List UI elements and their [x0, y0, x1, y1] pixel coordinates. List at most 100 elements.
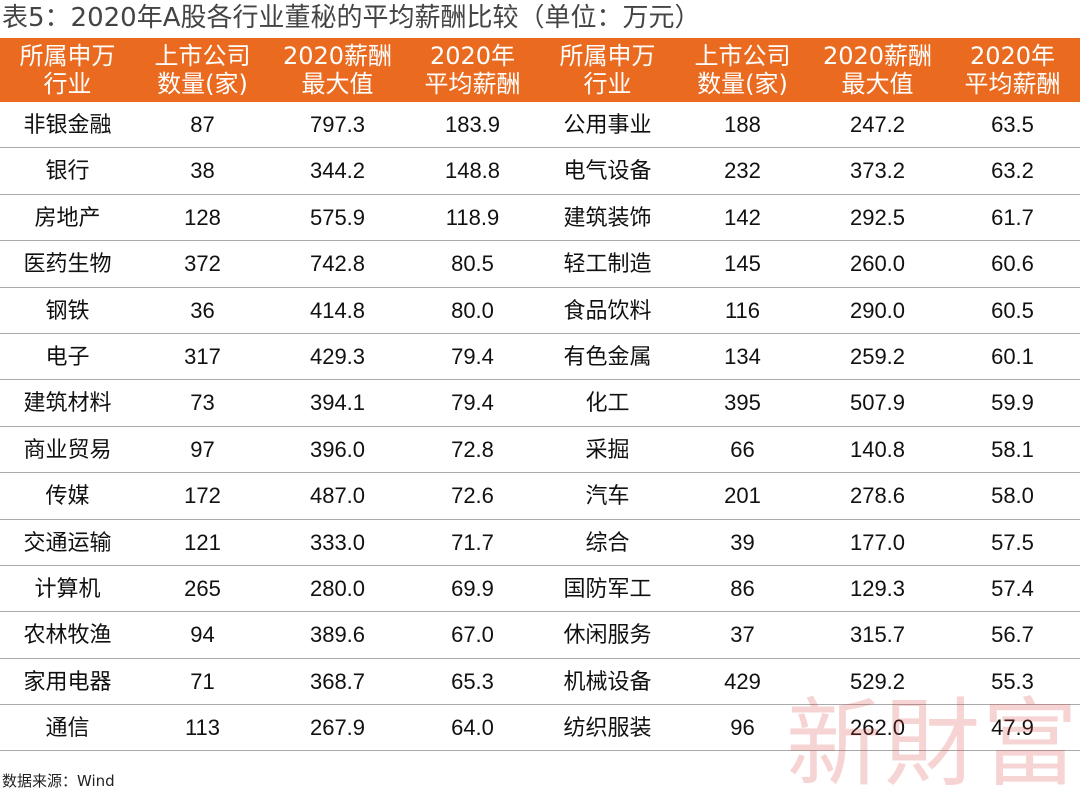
- table-cell: 37: [730, 622, 755, 648]
- table-cell: 公用事业: [563, 112, 652, 137]
- watermark: 新財富: [786, 688, 1080, 800]
- table-cell: 97: [190, 436, 215, 462]
- table-row: 通信 113 267.9 64.0 纺织服装 96 262.0 47.9: [0, 705, 1080, 752]
- table-cell: 化工: [585, 390, 630, 416]
- table-cell: 汽车: [585, 483, 630, 509]
- header-line: 平均薪酬: [964, 70, 1061, 98]
- header-line: 最大值: [301, 70, 374, 98]
- header-cell: 上市公司 数量(家): [135, 38, 270, 102]
- table-cell: 429.3: [309, 343, 366, 369]
- header-cell: 上市公司 数量(家): [675, 38, 810, 102]
- table-cell: 建筑材料: [23, 390, 112, 416]
- table-cell: 333.0: [309, 529, 366, 555]
- table-cell: 65.3: [451, 668, 494, 694]
- header-line: 行业: [43, 70, 92, 98]
- table-cell: 389.6: [309, 622, 366, 648]
- table-cell: 414.8: [309, 297, 366, 323]
- table-cell: 87: [190, 112, 215, 137]
- table-cell: 507.9: [849, 390, 906, 416]
- table-cell: 69.9: [451, 575, 494, 601]
- header-cell: 所属申万 行业: [0, 38, 135, 102]
- table-cell: 113: [184, 715, 221, 741]
- table-cell: 172: [184, 483, 221, 509]
- table-cell: 国防军工: [563, 575, 652, 601]
- source-note: 数据来源：Wind: [2, 772, 115, 790]
- table-cell: 采掘: [585, 436, 630, 462]
- header-line: 上市公司: [154, 42, 251, 70]
- table-cell: 232: [724, 158, 761, 184]
- table-cell: 交通运输: [23, 529, 112, 555]
- table-cell: 房地产: [34, 204, 101, 230]
- table-cell: 262.0: [849, 715, 906, 741]
- table-row: 交通运输 121 333.0 71.7 综合 39 177.0 57.5: [0, 520, 1080, 566]
- table-row: 钢铁 36 414.8 80.0 食品饮料 116 290.0 60.5: [0, 288, 1080, 334]
- table-cell: 电子: [45, 343, 90, 369]
- header-cell: 2020年 平均薪酬: [405, 38, 540, 102]
- table-cell: 71: [190, 668, 215, 694]
- table-cell: 55.3: [991, 668, 1034, 694]
- table-cell: 86: [730, 575, 755, 601]
- table-cell: 60.1: [991, 343, 1034, 369]
- table-cell: 142: [724, 204, 761, 230]
- table-cell: 63.5: [991, 112, 1034, 137]
- table-row: 农林牧渔 94 389.6 67.0 休闲服务 37 315.7 56.7: [0, 612, 1080, 659]
- table-cell: 372: [184, 251, 221, 277]
- table-cell: 47.9: [991, 715, 1034, 741]
- table-cell: 72.6: [451, 483, 494, 509]
- table-cell: 58.1: [991, 436, 1034, 462]
- table-cell: 265: [184, 575, 221, 601]
- table: 所属申万 行业 上市公司 数量(家) 2020薪酬 最大值 2020年 平均薪酬 所属申万 行业上…: [0, 38, 1080, 752]
- header-line: 2020年: [429, 42, 516, 70]
- table-cell: 396.0: [309, 436, 366, 462]
- table-cell: 家用电器: [23, 668, 112, 694]
- table-cell: 267.9: [309, 715, 366, 741]
- table-cell: 63.2: [991, 158, 1034, 184]
- table-cell: 259.2: [849, 343, 906, 369]
- table-cell: 290.0: [849, 297, 906, 323]
- table-cell: 394.1: [309, 390, 366, 416]
- table-row: 医药生物 372 742.8 80.5 轻工制造 145 260.0 60.6: [0, 241, 1080, 288]
- table-cell: 建筑装饰: [563, 204, 652, 230]
- table-cell: 银行: [45, 158, 90, 184]
- header-line: 最大值: [841, 70, 914, 98]
- table-row: 传媒 172 487.0 72.6 汽车 201 278.6 58.0: [0, 473, 1080, 520]
- table-cell: 148.8: [444, 158, 501, 184]
- table-cell: 429: [724, 668, 761, 694]
- table-cell: 292.5: [849, 204, 906, 230]
- table-cell: 61.7: [991, 204, 1034, 230]
- header-line: 所属申万: [559, 42, 656, 70]
- table-cell: 纺织服装: [563, 715, 652, 741]
- table-cell: 145: [724, 251, 761, 277]
- table-cell: 201: [724, 483, 761, 509]
- table-cell: 80.5: [451, 251, 494, 277]
- table-cell: 134: [724, 343, 761, 369]
- table-cell: 116: [724, 297, 761, 323]
- table-cell: 39: [730, 529, 755, 555]
- table-cell: 有色金属: [563, 343, 652, 369]
- table-cell: 休闲服务: [563, 622, 652, 648]
- table-row: 银行 38 344.2 148.8 电气设备 232 373.2 63.2: [0, 148, 1080, 195]
- header-cell: 2020薪酬 最大值: [810, 38, 945, 102]
- table-cell: 121: [184, 529, 221, 555]
- table-cell: 797.3: [309, 112, 366, 137]
- table-cell: 260.0: [849, 251, 906, 277]
- table-cell: 575.9: [309, 204, 366, 230]
- table-cell: 395: [724, 390, 761, 416]
- table-row: 非银金融 87 797.3 183.9 公用事业 188 247.2 63.5: [0, 102, 1080, 149]
- header-cell: 所属申万 行业: [540, 38, 675, 102]
- table-cell: 综合: [585, 529, 630, 555]
- table-cell: 机械设备: [563, 668, 652, 694]
- table-cell: 368.7: [309, 668, 366, 694]
- table-cell: 60.6: [991, 251, 1034, 277]
- table-cell: 315.7: [849, 622, 906, 648]
- table-row: 电子 317 429.3 79.4 有色金属 134 259.2 60.1: [0, 334, 1080, 381]
- table-cell: 60.5: [991, 297, 1034, 323]
- table-cell: 电气设备: [563, 158, 652, 184]
- table-cell: 传媒: [45, 483, 90, 509]
- table-cell: 177.0: [849, 529, 906, 555]
- table-cell: 128: [184, 204, 221, 230]
- table-cell: 非银金融: [23, 112, 112, 137]
- table-row: 商业贸易 97 396.0 72.8 采掘 66 140.8 58.1: [0, 427, 1080, 474]
- table-cell: 344.2: [309, 158, 366, 184]
- table-cell: 183.9: [444, 112, 501, 137]
